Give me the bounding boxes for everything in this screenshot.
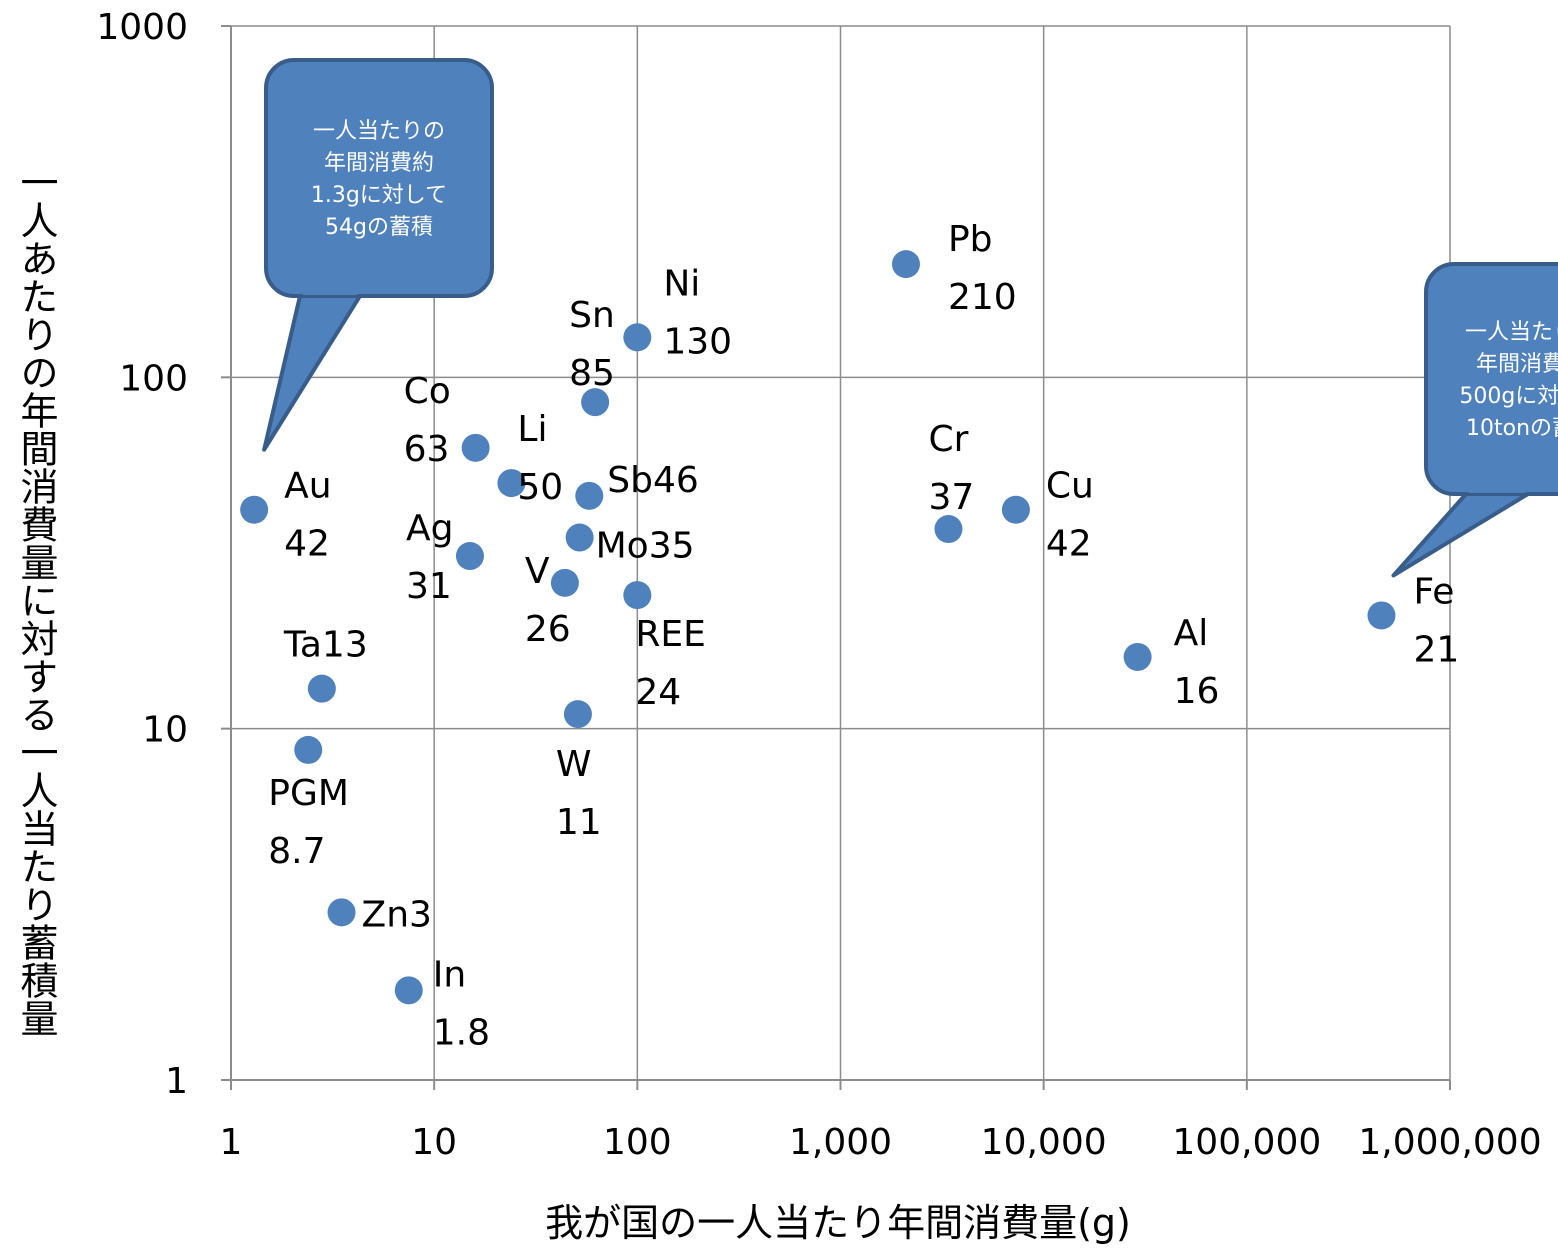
data-point-sn (581, 388, 610, 417)
y-tick-label: 1000 (96, 7, 188, 48)
y-tick-label: 10 (142, 710, 188, 751)
callouts: 一人当たりの年間消費約1.3gに対して54gの蓄積一人当たりの年間消費約500g… (262, 58, 1558, 578)
point-label-mo: Mo35 (596, 526, 695, 567)
point-label-ree: REE (635, 614, 706, 655)
callout-pointer (1391, 492, 1530, 578)
y-tick-label: 100 (119, 358, 188, 399)
data-point-sb (575, 481, 604, 510)
point-label-co: Co (404, 371, 451, 412)
callout-text-line: 54gの蓄積 (325, 215, 433, 240)
point-label-v: V (525, 551, 550, 592)
data-point-cu (1001, 495, 1030, 524)
point-label-pgm: PGM (268, 773, 349, 814)
point-label-al: 16 (1174, 671, 1220, 712)
data-point-co (461, 433, 490, 462)
x-tick-label: 100 (603, 1122, 672, 1163)
point-label-sn: 85 (569, 353, 615, 394)
point-label-ag: Ag (406, 508, 453, 549)
data-point-v (550, 568, 579, 597)
x-tick-label: 100,000 (1172, 1122, 1321, 1163)
data-point-pgm (294, 735, 323, 764)
point-label-al: Al (1174, 613, 1209, 654)
data-point-w (563, 700, 592, 729)
point-label-fe: 21 (1413, 629, 1459, 670)
point-label-au: 42 (284, 524, 330, 565)
point-label-sn: Sn (569, 295, 615, 336)
point-label-cu: 42 (1046, 524, 1092, 565)
point-label-pgm: 8.7 (268, 831, 325, 872)
data-point-al (1123, 642, 1152, 671)
callout-text-line: 年間消費約 (1476, 352, 1558, 377)
x-tick-label: 1,000 (789, 1122, 892, 1163)
x-tick-label: 1 (220, 1122, 243, 1163)
point-label-co: 63 (404, 429, 450, 470)
data-point-pb (891, 250, 920, 279)
data-point-mo (565, 523, 594, 552)
point-label-pb: 210 (948, 277, 1017, 318)
callout-box (1424, 262, 1558, 496)
point-label-ag: 31 (406, 566, 452, 607)
y-axis-title: 一人あたりの年間消費量に対する一人当たり蓄積量 (14, 163, 58, 1037)
data-point-fe (1367, 601, 1396, 630)
x-axis-title: 我が国の一人当たり年間消費量(g) (545, 1201, 1131, 1245)
callout-text-line: 一人当たりの (313, 119, 445, 144)
point-label-cr: Cr (928, 419, 968, 460)
point-label-in: In (433, 954, 466, 995)
callout-pointer (262, 294, 362, 452)
point-label-li: 50 (517, 467, 563, 508)
point-label-w: 11 (556, 802, 602, 843)
point-label-cu: Cu (1046, 466, 1094, 507)
point-label-cr: 37 (928, 477, 974, 518)
point-label-fe: Fe (1413, 571, 1454, 612)
data-point-in (394, 976, 423, 1005)
point-label-au: Au (284, 466, 331, 507)
x-tick-label: 1,000,000 (1358, 1122, 1541, 1163)
callout-text-line: 一人当たりの (1465, 320, 1558, 345)
data-point-ni (623, 323, 652, 352)
point-label-zn: Zn3 (362, 894, 432, 935)
data-point-ag (455, 542, 484, 571)
point-label-ni: Ni (663, 263, 700, 304)
callout-text-line: 年間消費約 (324, 151, 434, 176)
point-label-in: 1.8 (433, 1012, 490, 1053)
axes (221, 25, 1451, 1090)
tick-labels: 1 10 100 1,000 10,000 100,000 1,000,000 1 10 100 1… (96, 7, 1541, 1163)
point-label-sb: Sb46 (607, 460, 699, 501)
point-label-li: Li (517, 409, 547, 450)
data-point-au (240, 495, 269, 524)
point-label-v: 26 (525, 609, 571, 650)
callout-box (264, 58, 494, 298)
x-tick-label: 10,000 (981, 1122, 1107, 1163)
data-point-cr (934, 515, 963, 544)
point-label-w: W (556, 744, 592, 785)
point-label-ta: Ta13 (283, 625, 368, 666)
callout-text-line: 10tonの蓄積 (1466, 416, 1558, 441)
data-point-zn (327, 898, 356, 927)
y-tick-label: 1 (165, 1061, 188, 1102)
data-points (240, 250, 1396, 1005)
point-label-pb: Pb (948, 219, 993, 260)
point-label-ree: 24 (635, 672, 681, 713)
callout-text-line: 1.3gに対して (311, 183, 447, 208)
x-tick-label: 10 (411, 1122, 457, 1163)
data-point-ree (623, 581, 652, 610)
callout-text-line: 500gに対して (1459, 384, 1558, 409)
point-label-ni: 130 (663, 321, 732, 362)
data-point-li (497, 469, 526, 498)
data-point-ta (307, 674, 336, 703)
